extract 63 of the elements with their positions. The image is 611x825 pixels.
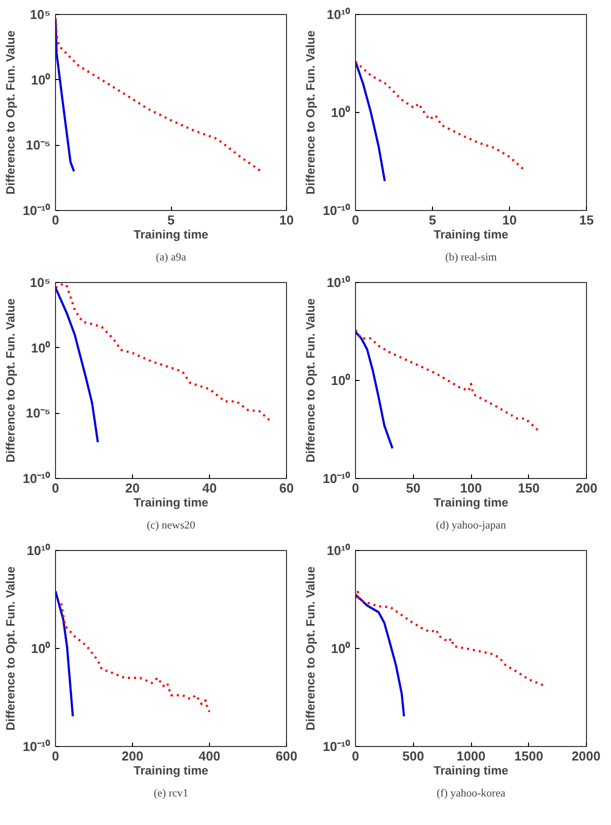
x-tick-label: 400 — [198, 748, 220, 764]
y-tick-label: 10¹⁰ — [26, 543, 51, 558]
x-tick-label: 5 — [428, 212, 436, 228]
y-tick-label: 10⁻⁵ — [26, 406, 51, 421]
x-tick-label: 0 — [52, 748, 60, 764]
y-axis-title: Difference to Opt. Fun. Value — [4, 30, 18, 195]
y-tick-label: 10⁻¹⁰ — [322, 739, 351, 754]
y-tick-label: 10⁰ — [331, 105, 351, 120]
x-axis-title: Training time — [134, 496, 209, 510]
text: (e) rcv1 — [154, 788, 188, 800]
y-tick-label: 10⁵ — [30, 275, 51, 290]
x-tick-label: 5 — [167, 212, 175, 228]
y-tick-label: 10¹⁰ — [326, 275, 351, 290]
x-tick-label: 15 — [579, 212, 594, 228]
y-tick-label: 10⁰ — [331, 373, 351, 388]
y-tick-label: 10⁻¹⁰ — [22, 471, 51, 486]
y-tick-label: 10⁰ — [331, 641, 351, 656]
x-tick-label: 10 — [502, 212, 517, 228]
x-tick-label: 60 — [279, 480, 294, 496]
x-tick-label: 0 — [352, 212, 360, 228]
y-axis-title: Difference to Opt. Fun. Value — [4, 566, 18, 731]
x-axis-title: Training time — [434, 496, 509, 510]
y-axis-title: Difference to Opt. Fun. Value — [4, 298, 18, 463]
x-tick-label: 0 — [352, 480, 360, 496]
x-tick-label: 500 — [402, 748, 424, 764]
x-tick-label: 0 — [52, 480, 60, 496]
y-axis-title: Difference to Opt. Fun. Value — [304, 30, 318, 195]
x-tick-label: 0 — [352, 748, 360, 764]
text: (a) a9a — [156, 252, 186, 264]
y-tick-label: 10⁻¹⁰ — [322, 471, 351, 486]
y-tick-label: 10⁻⁵ — [26, 138, 51, 153]
x-tick-label: 10 — [279, 212, 294, 228]
x-tick-label: 0 — [52, 212, 60, 228]
x-axis-title: Training time — [134, 764, 209, 778]
x-tick-label: 20 — [125, 480, 140, 496]
y-tick-label: 10⁰ — [31, 72, 51, 88]
x-axis-title: Training time — [134, 228, 209, 242]
x-tick-label: 2000 — [572, 748, 600, 764]
y-tick-label: 10⁵ — [30, 7, 51, 22]
x-tick-label: 200 — [122, 748, 144, 764]
y-tick-label: 10⁻¹⁰ — [22, 203, 51, 218]
y-tick-label: 10¹⁰ — [326, 7, 351, 22]
x-axis-title: Training time — [434, 228, 509, 242]
x-tick-label: 1500 — [514, 748, 544, 764]
x-axis-title: Training time — [434, 764, 509, 778]
x-tick-label: 50 — [406, 480, 420, 496]
text: (b) real-sim — [445, 252, 498, 264]
y-axis-title: Difference to Opt. Fun. Value — [304, 566, 318, 731]
x-tick-label: 150 — [518, 480, 540, 496]
x-tick-label: 600 — [276, 748, 298, 764]
y-tick-label: 10⁰ — [31, 641, 51, 656]
x-tick-label: 100 — [460, 480, 482, 496]
y-tick-label: 10⁰ — [31, 340, 51, 356]
y-tick-label: 10⁻¹⁰ — [22, 739, 51, 754]
x-tick-label: 1000 — [456, 748, 486, 764]
y-axis-title: Difference to Opt. Fun. Value — [304, 298, 318, 463]
text: (c) news20 — [146, 520, 196, 532]
y-tick-label: 10¹⁰ — [326, 543, 351, 558]
x-tick-label: 200 — [576, 480, 598, 496]
text: (d) yahoo-japan — [436, 520, 506, 532]
text: (f) yahoo-korea — [436, 788, 506, 800]
y-tick-label: 10⁻¹⁰ — [322, 203, 351, 218]
x-tick-label: 40 — [202, 480, 217, 496]
